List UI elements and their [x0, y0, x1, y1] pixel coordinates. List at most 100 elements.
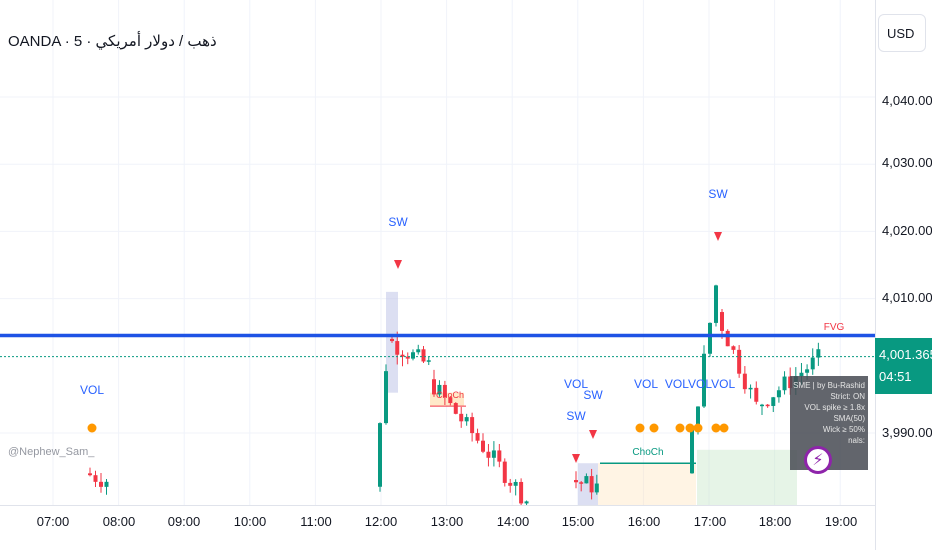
candle-body [799, 372, 804, 377]
candle-body [432, 379, 436, 395]
candle-body [584, 476, 589, 484]
candle-body [416, 349, 421, 353]
candle-body [519, 481, 524, 504]
price-label: 4,040.000 [882, 93, 932, 108]
candle-body [816, 349, 821, 358]
swing-label: SW [708, 187, 728, 201]
swing-high-marker [714, 232, 722, 241]
candle-body [805, 369, 810, 373]
vol-spike-marker [719, 423, 729, 433]
author-watermark: @Nephew_Sam_ [8, 446, 95, 458]
candle-body [765, 404, 770, 407]
zone-box [598, 463, 696, 505]
candle-body [400, 354, 405, 357]
time-label: 16:00 [627, 514, 661, 529]
vol-label: VOL [80, 383, 104, 397]
time-label: 12:00 [364, 514, 398, 529]
info-line: Wick ≥ 50% [822, 425, 865, 434]
candle-body [448, 397, 453, 404]
swing-high-marker [589, 430, 597, 439]
candle-body [524, 501, 529, 504]
time-label: 07:00 [36, 514, 70, 529]
title-instrument: ذهب / دولار أمريكي [95, 33, 217, 50]
vol-spike-marker [87, 423, 97, 433]
choch-label: ChoCh [632, 447, 663, 458]
candle-body [481, 440, 485, 452]
info-line: nals: [848, 436, 865, 445]
chart-title: OANDA · 5 · ذهب / دولار أمريكي [8, 33, 217, 50]
candle-body [104, 481, 109, 487]
candle-body [390, 338, 394, 342]
swing-label: SW [566, 409, 586, 423]
lightning-icon[interactable]: ⚡ [804, 446, 832, 474]
chart-canvas[interactable]: ChoCh ChoCh SW SW SW SW VOL VOL VOL VOLVOLVOL FVG [0, 0, 875, 505]
vol-spike-marker [693, 423, 703, 433]
candle-body [442, 384, 447, 398]
candle-body [486, 451, 491, 458]
time-label: 08:00 [102, 514, 136, 529]
vol-label: VOL [634, 377, 658, 391]
candle-body [742, 373, 747, 390]
currency-button[interactable]: USD [878, 14, 926, 52]
candle-body [437, 384, 442, 395]
candle-body [760, 404, 764, 407]
title-symbol: OANDA [8, 33, 61, 50]
time-axis[interactable] [0, 505, 875, 551]
candle-body [782, 376, 787, 391]
candle-body [731, 346, 736, 350]
candle-body [702, 353, 706, 407]
vol-spike-marker [675, 423, 685, 433]
bar-countdown: 04:51 [879, 369, 912, 384]
vol-label: VOLVOLVOL [665, 377, 736, 391]
candle-body [470, 417, 475, 434]
candle-body [378, 423, 382, 487]
candle-body [508, 482, 513, 486]
candle-body [426, 360, 431, 362]
vol-spike-marker [635, 423, 645, 433]
zone-box [578, 463, 598, 505]
info-line: Strict: ON [830, 392, 865, 401]
candle-body [384, 371, 388, 424]
time-label: 15:00 [561, 514, 595, 529]
candle-body [497, 450, 502, 462]
info-line: VOL spike ≥ 1.8x SMA(50) [804, 403, 865, 423]
price-axis[interactable] [875, 0, 932, 550]
vol-spike-marker [649, 423, 659, 433]
candle-body [776, 390, 781, 398]
candle-body [720, 312, 724, 331]
fvg-zone [697, 449, 797, 505]
candle-body [395, 341, 400, 355]
swing-high-marker [572, 454, 580, 463]
candle-body [748, 387, 753, 390]
candle-body [737, 349, 742, 374]
price-label: 3,990.000 [882, 425, 932, 440]
swing-label: SW [583, 388, 603, 402]
candle-body [513, 481, 518, 486]
time-label: 18:00 [758, 514, 792, 529]
candle-body [88, 473, 92, 476]
candle-body [502, 461, 507, 483]
candle-body [421, 349, 426, 362]
price-label: 4,030.000 [882, 155, 932, 170]
candle-body [708, 322, 712, 354]
swing-high-marker [394, 260, 402, 269]
candle-body [725, 330, 730, 347]
vol-spike-marker [685, 423, 695, 433]
price-label: 4,020.000 [882, 223, 932, 238]
vol-spike-marker [711, 423, 721, 433]
candle-body [714, 285, 718, 323]
info-line: SME | by Bu-Rashid [793, 381, 865, 390]
candle-body [696, 406, 700, 430]
candle-body [810, 357, 815, 370]
candle-body [475, 433, 480, 441]
fvg-label: FVG [824, 322, 845, 333]
candle-body [589, 476, 594, 493]
candle-body [459, 413, 464, 422]
time-label: 09:00 [167, 514, 201, 529]
candle-body [491, 450, 496, 458]
swing-label: SW [388, 215, 408, 229]
time-label: 10:00 [233, 514, 267, 529]
candle-body [690, 429, 694, 474]
candle-body [93, 475, 98, 482]
